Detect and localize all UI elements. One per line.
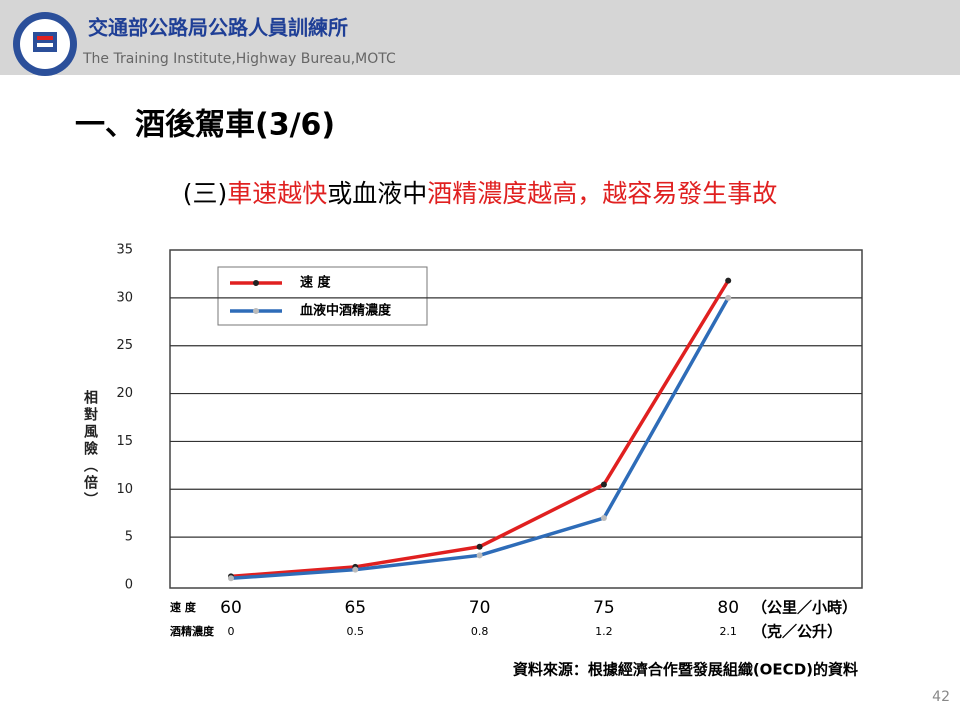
legend-label: 速 度	[300, 275, 332, 291]
x-row-unit: （公里／小時）	[752, 599, 857, 617]
y-tick-label: 35	[116, 243, 133, 258]
legend-marker	[253, 308, 259, 314]
series-marker	[600, 481, 607, 488]
slide-title: 一、酒後駕車(3/6)	[75, 108, 335, 143]
source-note: 資料來源：根據經濟合作暨發展組織(OECD)的資料	[513, 661, 858, 679]
x2-row-label: 酒精濃度	[170, 624, 215, 638]
x-row-label: 速 度	[170, 600, 197, 614]
series-marker	[725, 294, 732, 301]
x2-row-unit: （克／公升）	[752, 623, 842, 641]
subtitle: (三)車速越快或血液中酒精濃度越高，越容易發生事故	[183, 179, 778, 208]
x2-tick-label: 2.1	[719, 625, 737, 638]
y-axis-label: 相對風險（倍）	[82, 389, 99, 509]
x-tick-label: 80	[717, 598, 739, 618]
logo	[13, 12, 77, 76]
y-tick-label: 0	[125, 578, 133, 593]
subtitle-segment: 或血液中	[327, 179, 427, 208]
x2-tick-label: 1.2	[595, 625, 613, 638]
y-tick-label: 15	[116, 434, 133, 449]
x-tick-label: 70	[469, 598, 491, 618]
x-tick-label: 65	[344, 598, 366, 618]
header-bar	[0, 0, 960, 75]
subtitle-segment: 車速越快	[227, 179, 327, 208]
plot-frame	[169, 249, 863, 589]
y-tick-label: 25	[116, 338, 133, 353]
series-line	[230, 296, 730, 581]
org-name-en: The Training Institute,Highway Bureau,MO…	[82, 51, 396, 67]
page-number: 42	[932, 689, 950, 705]
legend-box	[217, 266, 428, 326]
y-tick-label: 5	[125, 530, 133, 545]
series-marker	[600, 515, 607, 521]
y-tick-label: 20	[116, 386, 133, 401]
legend-label: 血液中酒精濃度	[300, 303, 392, 319]
series-marker	[476, 552, 483, 559]
series-marker	[228, 575, 234, 582]
y-tick-label: 30	[116, 290, 133, 305]
x2-tick-label: 0.5	[347, 625, 365, 638]
legend-marker	[253, 280, 259, 286]
series-marker	[725, 277, 732, 284]
x-tick-label: 60	[220, 598, 242, 618]
x2-tick-label: 0.8	[471, 625, 489, 638]
y-tick-label: 10	[116, 482, 133, 497]
x2-tick-label: 0	[228, 625, 235, 638]
x-tick-label: 75	[593, 598, 615, 618]
series-marker	[476, 543, 483, 550]
org-name: 交通部公路局公路人員訓練所	[88, 16, 348, 40]
subtitle-segment: 酒精濃度越高，越容易發生事故	[427, 179, 777, 208]
subtitle-segment: (三)	[183, 179, 228, 208]
series-marker	[352, 566, 359, 573]
